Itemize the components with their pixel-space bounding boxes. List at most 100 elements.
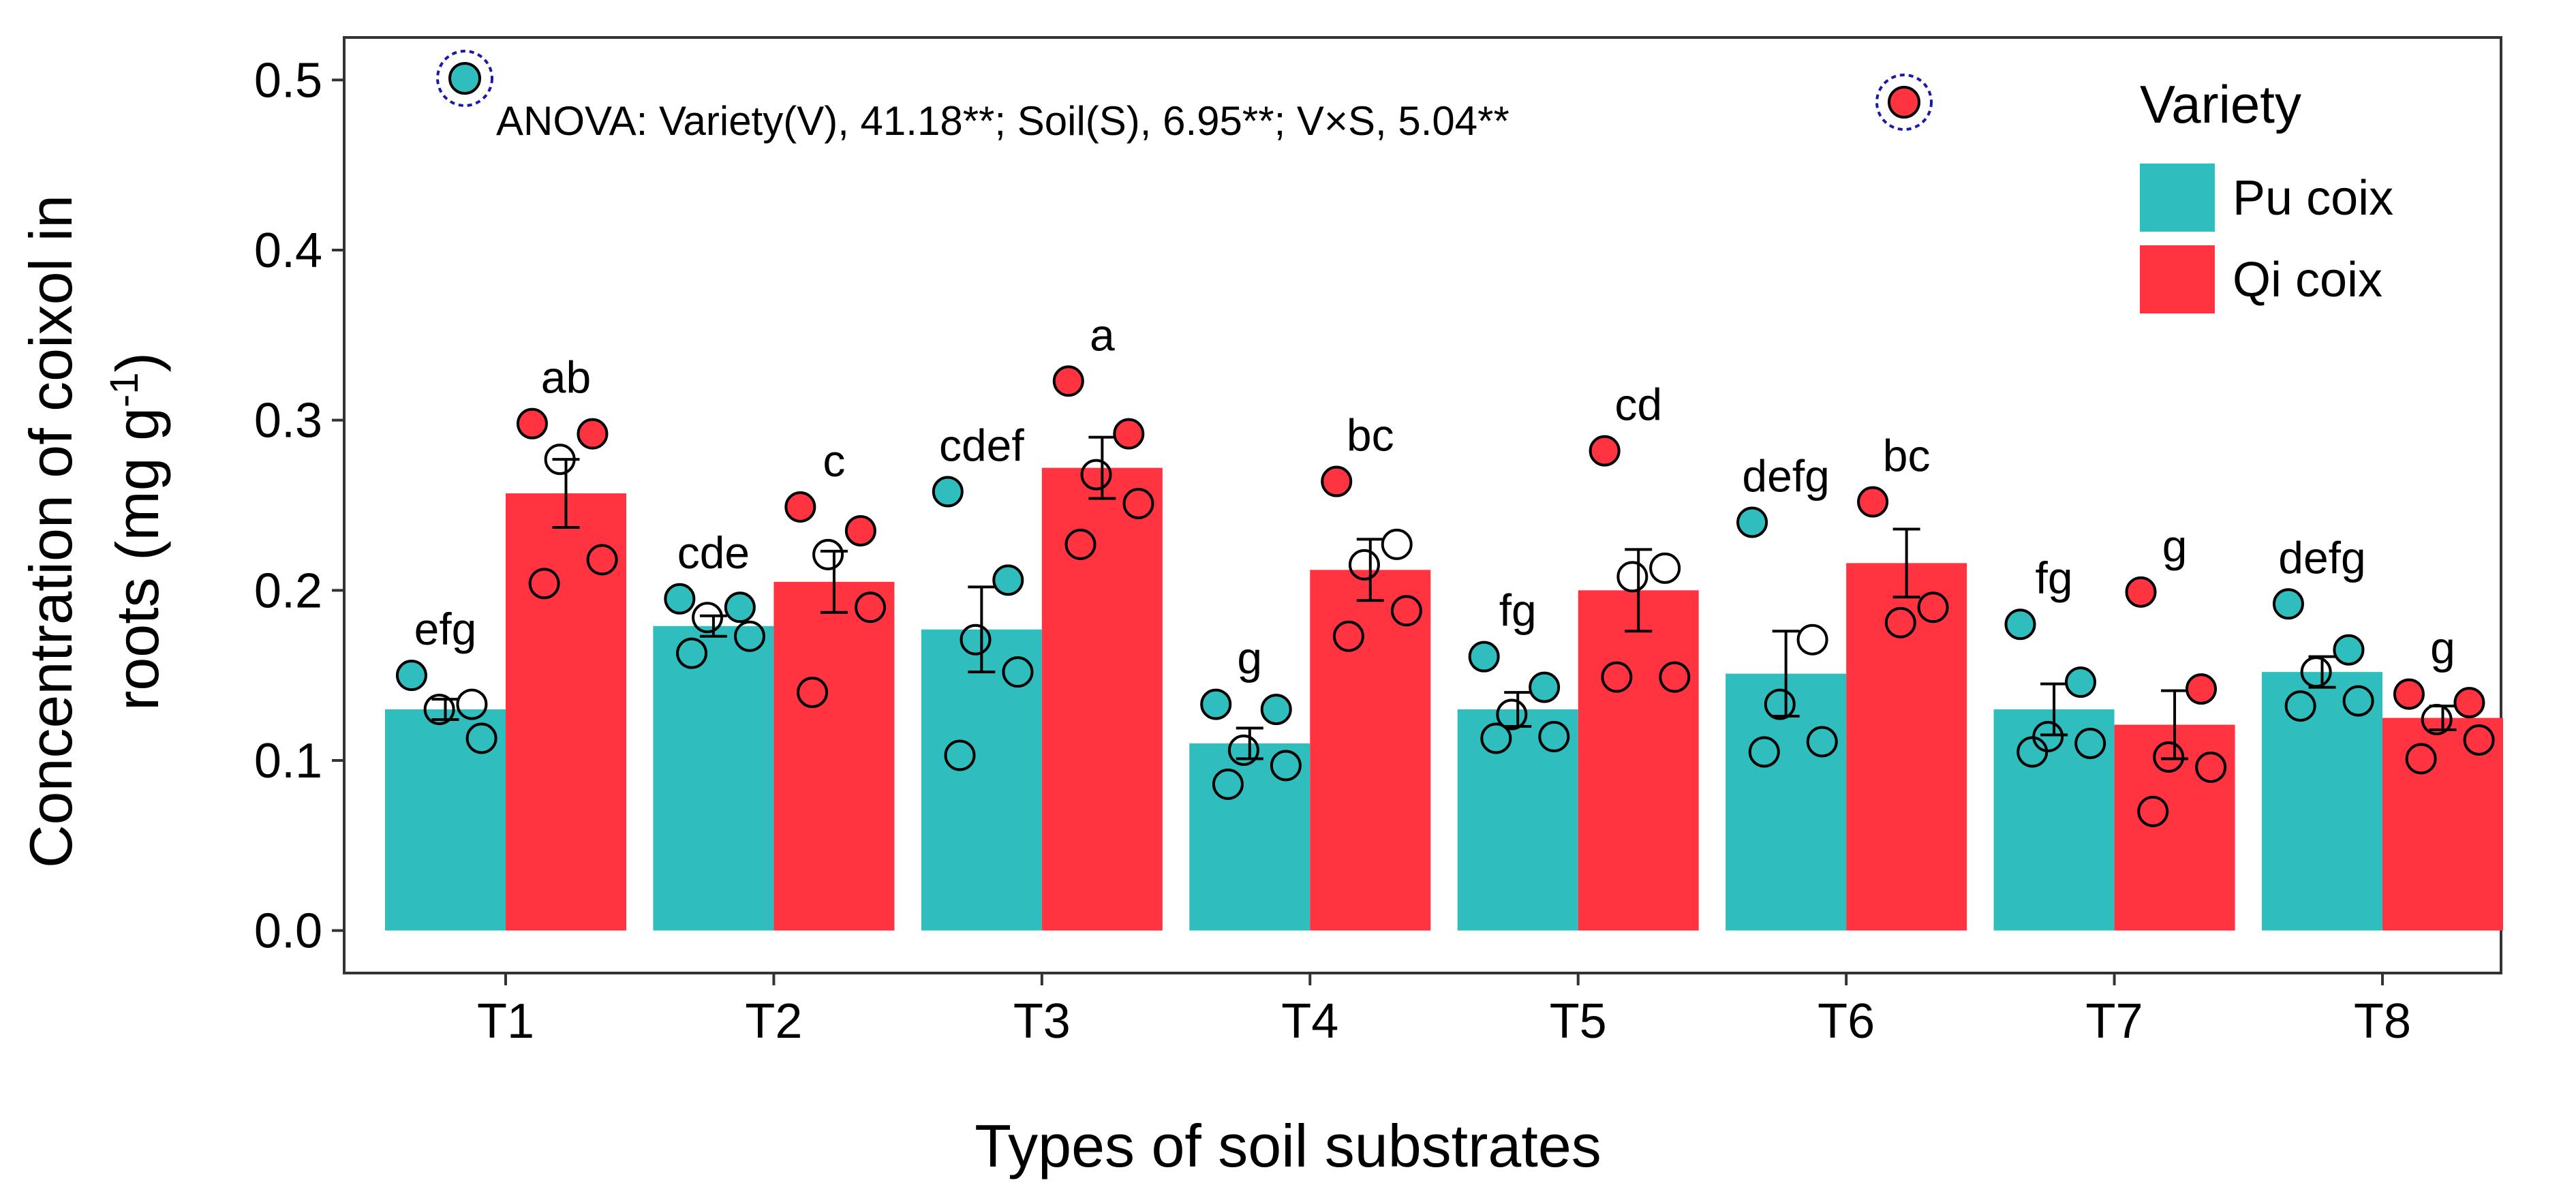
point-qi-coix-T4	[1321, 465, 1353, 497]
point-qi-coix-T1	[544, 444, 576, 476]
y-tick-label: 0.0	[254, 904, 322, 959]
point-pu-coix-T7	[2065, 666, 2097, 698]
point-pu-coix-T2	[664, 583, 696, 615]
point-pu-coix-T7	[2004, 608, 2036, 641]
point-qi-coix-T5	[1601, 661, 1633, 693]
y-axis-title-line-2-suffix: )	[104, 352, 171, 372]
legend-swatch-qi-coix	[2140, 245, 2215, 313]
point-qi-coix-T7	[2153, 741, 2185, 773]
point-qi-coix-T4	[1390, 595, 1422, 627]
point-pu-coix-T2	[692, 602, 724, 634]
anova-marker-ring-left	[436, 50, 493, 107]
point-pu-coix-T1	[465, 722, 497, 754]
sig-letter-pu-coix-T5: fg	[1499, 585, 1537, 636]
bar-qi-coix-T6	[1846, 563, 1967, 931]
point-qi-coix-T8	[2405, 743, 2437, 775]
point-qi-coix-T2	[844, 514, 876, 546]
point-qi-coix-T1	[586, 544, 618, 576]
point-qi-coix-T1	[516, 407, 548, 440]
sig-letter-pu-coix-T8: defg	[2278, 532, 2365, 583]
bar-pu-coix-T4	[1189, 743, 1310, 931]
point-qi-coix-T7	[2186, 673, 2218, 705]
point-qi-coix-T7	[2125, 576, 2157, 608]
y-axis-title: Concentration of coixol in roots (mg g-1…	[17, 195, 171, 868]
point-pu-coix-T7	[2017, 736, 2049, 768]
point-pu-coix-T1	[395, 660, 427, 692]
point-pu-coix-T5	[1538, 721, 1570, 753]
y-tick-label: 0.3	[254, 394, 322, 448]
y-axis-title-line-2-prefix: roots (mg g	[104, 407, 171, 711]
bar-qi-coix-T5	[1578, 590, 1699, 931]
y-tick-label: 0.5	[254, 53, 322, 108]
point-pu-coix-T3	[932, 476, 964, 508]
point-pu-coix-T2	[676, 637, 708, 669]
point-qi-coix-T6	[1857, 486, 1889, 518]
legend-title: Variety	[2140, 74, 2301, 134]
sig-letter-qi-coix-T2: c	[823, 435, 845, 486]
y-axis-title-line-1: Concentration of coixol in	[17, 195, 85, 868]
point-pu-coix-T4	[1260, 694, 1292, 726]
anova-marker-qi-coix-dot	[1888, 86, 1920, 119]
x-tick-label: T7	[2086, 994, 2143, 1049]
bar-pu-coix-T1	[385, 709, 506, 931]
point-qi-coix-T3	[1113, 418, 1145, 450]
point-qi-coix-T4	[1381, 528, 1413, 560]
point-qi-coix-T2	[784, 491, 816, 523]
point-qi-coix-T8	[2463, 724, 2495, 756]
x-tick-label: T2	[745, 994, 802, 1049]
point-qi-coix-T4	[1348, 549, 1380, 581]
bar-qi-coix-T4	[1310, 570, 1431, 931]
legend-swatch-pu-coix	[2140, 164, 2215, 232]
sig-letter-qi-coix-T4: bc	[1347, 410, 1394, 461]
sig-letter-pu-coix-T4: g	[1237, 633, 1262, 683]
point-qi-coix-T3	[1122, 488, 1154, 520]
point-pu-coix-T5	[1480, 722, 1512, 754]
point-qi-coix-T2	[855, 591, 887, 623]
point-qi-coix-T6	[1884, 606, 1916, 638]
point-qi-coix-T3	[1052, 365, 1084, 397]
point-qi-coix-T7	[2137, 795, 2169, 827]
y-axis-title-line-2: roots (mg g-1)	[102, 352, 171, 711]
bar-qi-coix-T8	[2382, 718, 2503, 931]
point-pu-coix-T3	[1002, 656, 1034, 688]
point-pu-coix-T2	[724, 591, 756, 623]
legend-label-pu-coix: Pu coix	[2233, 171, 2393, 226]
point-pu-coix-T3	[960, 623, 992, 656]
anova-text: ANOVA: Variety(V), 41.18**; Soil(S), 6.9…	[496, 98, 1509, 144]
point-qi-coix-T5	[1649, 552, 1681, 584]
x-tick-label: T6	[1818, 994, 1875, 1049]
point-pu-coix-T7	[2074, 727, 2106, 759]
y-tick-label: 0.1	[254, 734, 322, 788]
bar-pu-coix-T2	[653, 626, 774, 931]
point-pu-coix-T1	[423, 694, 455, 726]
plot-border	[343, 36, 2502, 974]
sig-letter-qi-coix-T7: g	[2162, 521, 2188, 571]
x-tick-label: T3	[1013, 994, 1071, 1049]
point-pu-coix-T4	[1270, 750, 1302, 782]
point-qi-coix-T5	[1589, 435, 1621, 467]
x-tick-label: T1	[477, 994, 534, 1049]
sig-letter-pu-coix-T2: cde	[677, 527, 750, 578]
point-pu-coix-T8	[2342, 685, 2374, 717]
y-axis-title-superscript: -1	[102, 372, 147, 407]
point-qi-coix-T6	[1917, 591, 1949, 623]
point-pu-coix-T6	[1806, 726, 1838, 758]
point-qi-coix-T5	[1659, 661, 1691, 693]
point-pu-coix-T5	[1496, 698, 1528, 730]
y-tick-label: 0.4	[254, 224, 322, 278]
anova-annotation-group: ANOVA: Variety(V), 41.18**; Soil(S), 6.9…	[436, 50, 1933, 144]
point-qi-coix-T8	[2453, 687, 2485, 719]
point-pu-coix-T3	[992, 564, 1024, 596]
point-qi-coix-T3	[1080, 459, 1112, 491]
point-qi-coix-T4	[1332, 620, 1364, 652]
sig-letter-pu-coix-T1: efg	[414, 604, 477, 654]
point-pu-coix-T4	[1212, 768, 1244, 800]
y-axis: 0.0 0.1 0.2 0.3 0.4 0.5	[254, 53, 344, 959]
point-pu-coix-T4	[1227, 734, 1259, 766]
bar-qi-coix-T3	[1041, 467, 1163, 931]
point-pu-coix-T5	[1529, 671, 1561, 703]
x-tick-label: T8	[2354, 994, 2411, 1049]
anova-marker-pu-coix-dot	[448, 62, 481, 95]
